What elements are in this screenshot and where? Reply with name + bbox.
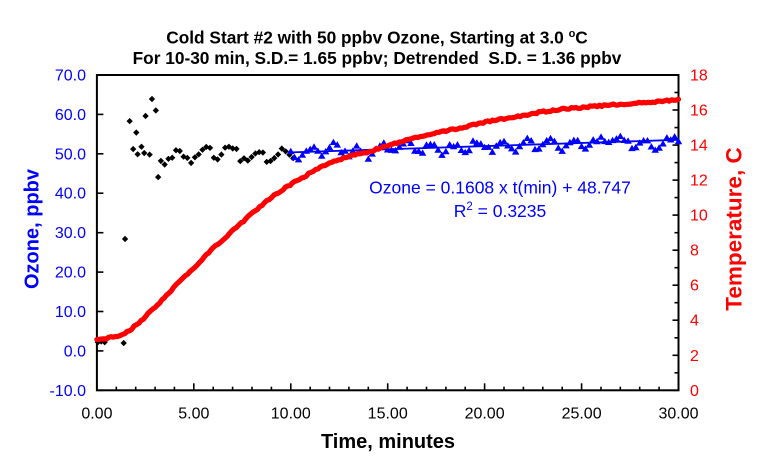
svg-text:14: 14 [690, 138, 708, 155]
svg-text:20.0: 20.0 [55, 265, 86, 282]
svg-text:Ozone = 0.1608 x t(min) + 48.7: Ozone = 0.1608 x t(min) + 48.747 [369, 178, 631, 198]
svg-text:60.0: 60.0 [55, 107, 86, 124]
svg-text:10: 10 [690, 208, 708, 225]
svg-text:16: 16 [690, 103, 708, 120]
svg-text:10.00: 10.00 [271, 406, 311, 423]
svg-text:50.0: 50.0 [55, 146, 86, 163]
svg-text:30.0: 30.0 [55, 225, 86, 242]
svg-text:2: 2 [690, 348, 699, 365]
svg-text:0.00: 0.00 [81, 406, 112, 423]
svg-text:6: 6 [690, 278, 699, 295]
svg-text:30.00: 30.00 [658, 406, 698, 423]
svg-text:R2 = 0.3235: R2 = 0.3235 [454, 201, 547, 221]
svg-text:Ozone, ppbv: Ozone, ppbv [22, 168, 44, 289]
svg-text:70.0: 70.0 [55, 68, 86, 85]
svg-text:8: 8 [690, 243, 699, 260]
svg-text:-10.0: -10.0 [50, 383, 87, 400]
svg-text:15.00: 15.00 [368, 406, 408, 423]
svg-text:18: 18 [690, 68, 708, 85]
svg-text:5.00: 5.00 [178, 406, 209, 423]
svg-text:10.0: 10.0 [55, 304, 86, 321]
svg-text:0: 0 [690, 383, 699, 400]
svg-text:0.0: 0.0 [64, 343, 86, 360]
svg-text:40.0: 40.0 [55, 186, 86, 203]
svg-text:Cold Start #2 with 50 ppbv Ozo: Cold Start #2 with 50 ppbv Ozone, Starti… [166, 27, 588, 47]
svg-text:25.00: 25.00 [562, 406, 602, 423]
svg-text:4: 4 [690, 313, 699, 330]
svg-text:Temperature, C: Temperature, C [722, 147, 747, 310]
svg-text:20.00: 20.00 [465, 406, 505, 423]
svg-text:12: 12 [690, 173, 708, 190]
svg-text:Time, minutes: Time, minutes [321, 431, 455, 453]
svg-text:For 10-30 min, S.D.= 1.65 ppbv: For 10-30 min, S.D.= 1.65 ppbv; Detrende… [133, 48, 622, 68]
